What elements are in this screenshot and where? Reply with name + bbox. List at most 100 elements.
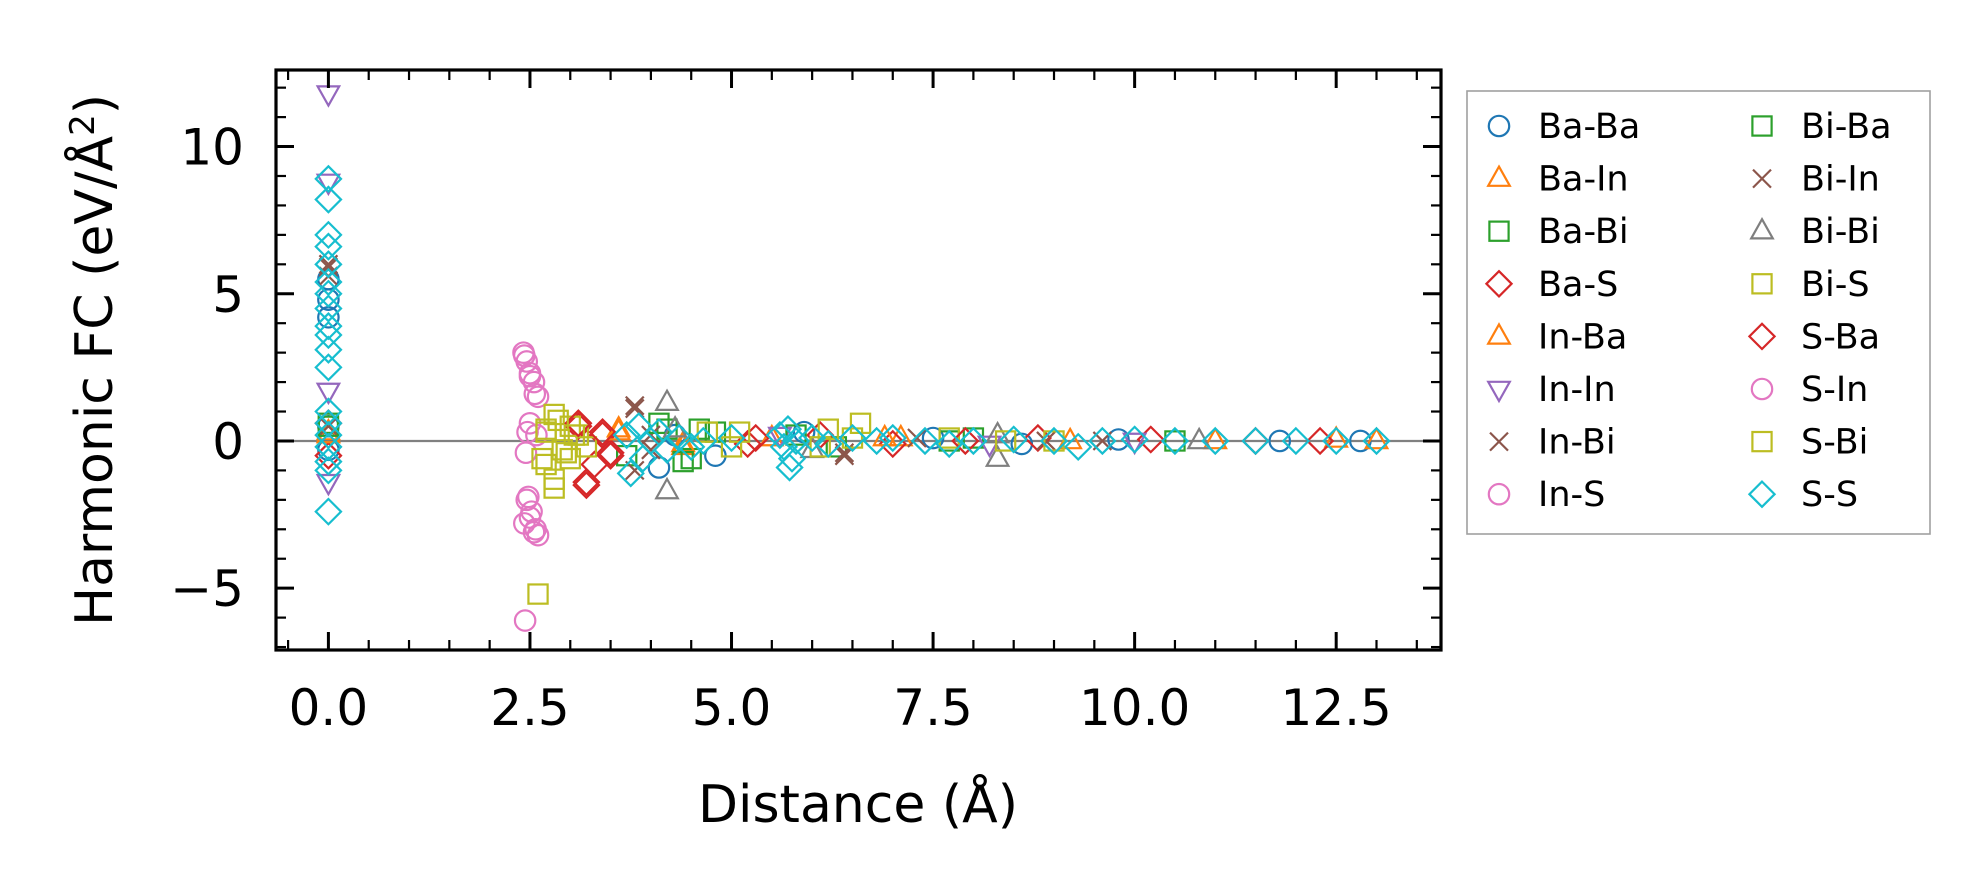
- data-point-bi-bi: [984, 420, 1011, 444]
- legend-label: In-S: [1538, 475, 1605, 515]
- data-point-s-s: [781, 426, 811, 456]
- data-point-bi-s: [938, 427, 960, 449]
- data-point-bi-ba: [688, 418, 710, 440]
- data-point-s-s: [314, 250, 343, 279]
- legend-label: Bi-S: [1801, 265, 1870, 305]
- legend-marker-bi-bi: [1749, 216, 1775, 240]
- data-point-in-ba: [1363, 426, 1390, 450]
- data-point-s-ba: [951, 426, 980, 456]
- data-point-in-s: [513, 609, 537, 632]
- data-point-s-s: [314, 335, 343, 364]
- data-point-in-bi: [624, 395, 645, 416]
- data-point-bi-bi: [654, 476, 680, 500]
- legend-marker-s-bi: [1751, 430, 1773, 453]
- data-point-ba-in: [1323, 425, 1349, 448]
- legend-marker-in-s: [1487, 482, 1511, 506]
- data-point-s-s: [797, 423, 827, 453]
- data-point-s-s: [765, 420, 795, 450]
- data-point-s-s: [1201, 426, 1230, 456]
- x-axis-label: Distance (Å): [698, 773, 1018, 835]
- legend-marker-in-bi: [1489, 431, 1509, 452]
- plot-area: [274, 68, 1443, 652]
- x-tick-label: 2.5: [490, 679, 570, 737]
- data-point-s-in: [515, 488, 539, 512]
- y-tick-label: −5: [170, 560, 244, 618]
- data-point-s-s: [999, 425, 1028, 454]
- x-tick-label: 10.0: [1079, 679, 1190, 737]
- data-point-bi-s: [535, 453, 557, 476]
- legend-frame: [1466, 90, 1931, 535]
- data-point-ba-s: [572, 470, 601, 500]
- data-point-s-s: [314, 220, 343, 250]
- data-point-s-s: [1088, 426, 1117, 456]
- data-point-s-s: [1362, 426, 1391, 456]
- data-point-ba-s: [878, 429, 907, 459]
- data-point-in-s: [526, 385, 550, 409]
- legend-label: Ba-In: [1538, 160, 1629, 200]
- legend-marker-s-ba: [1747, 322, 1777, 351]
- data-point-s-s: [1120, 425, 1149, 454]
- data-point-s-in: [513, 344, 536, 367]
- data-point-ba-bi: [680, 447, 702, 470]
- data-point-s-s: [314, 232, 343, 261]
- y-axis-label-suffix: ): [65, 94, 125, 114]
- legend-marker-bi-ba: [1751, 115, 1773, 137]
- data-point-s-s: [717, 423, 746, 453]
- y-tick-label: 10: [180, 119, 244, 177]
- data-point-ba-s: [733, 429, 762, 459]
- legend-label: Ba-Ba: [1538, 107, 1640, 147]
- data-point-ba-in: [888, 423, 914, 447]
- data-markers: [314, 85, 1391, 632]
- x-tick-label: 12.5: [1281, 679, 1392, 737]
- data-point-ba-in: [670, 432, 696, 456]
- data-point-s-ba: [564, 409, 593, 438]
- legend-marker-ba-s: [1484, 269, 1514, 298]
- legend-label: S-S: [1801, 475, 1858, 515]
- data-point-s-s: [959, 426, 988, 456]
- data-point-s-s: [689, 426, 718, 456]
- legend-label: Ba-S: [1538, 265, 1618, 305]
- legend-marker-bi-s: [1751, 273, 1773, 295]
- legend-label: S-Bi: [1801, 423, 1868, 463]
- legend-label: Ba-Bi: [1538, 212, 1629, 252]
- data-point-s-s: [314, 497, 343, 526]
- data-point-in-bi: [318, 416, 339, 437]
- data-point-s-bi: [563, 424, 586, 446]
- data-point-bi-bi: [984, 444, 1011, 467]
- data-point-in-bi: [641, 425, 661, 445]
- data-point-bi-in: [1036, 431, 1056, 451]
- data-point-s-s: [878, 423, 907, 453]
- plot-background: [276, 70, 1441, 650]
- data-point-s-s: [773, 415, 803, 444]
- legend-marker-in-in: [1486, 380, 1512, 404]
- data-point-in-in: [1121, 432, 1148, 456]
- data-point-s-s: [1241, 426, 1270, 456]
- data-point-s-s: [1064, 432, 1093, 462]
- data-point-s-s: [612, 420, 641, 450]
- data-point-s-s: [314, 311, 343, 341]
- data-point-s-in: [518, 364, 542, 388]
- legend-marker-bi-in: [1752, 168, 1772, 189]
- data-point-s-s: [838, 423, 867, 453]
- data-point-bi-s: [809, 436, 831, 458]
- data-point-s-bi: [547, 409, 569, 432]
- legend-label: Bi-Ba: [1801, 107, 1892, 147]
- plot-frame: [274, 68, 1443, 652]
- x-tick-label: 5.0: [692, 679, 772, 737]
- y-tick-label: 0: [212, 413, 244, 471]
- data-point-bi-in: [318, 257, 339, 278]
- legend-marker-s-in: [1750, 377, 1774, 401]
- data-point-s-s: [636, 426, 666, 456]
- legend-label: In-Bi: [1538, 423, 1616, 463]
- data-point-ba-s: [564, 412, 593, 441]
- data-point-bi-s: [559, 447, 581, 470]
- data-point-s-s: [314, 397, 343, 426]
- data-point-s-bi: [817, 418, 839, 440]
- data-point-s-s: [314, 456, 343, 485]
- data-point-bi-bi: [654, 388, 680, 411]
- data-point-s-s: [910, 426, 940, 456]
- legend: Ba-Ba Ba-In Ba-Bi Ba-S In-Ba In-In In-Bi In-S Bi…: [1466, 90, 1931, 535]
- data-point-s-s: [314, 164, 343, 194]
- legend-label: Bi-Bi: [1801, 212, 1880, 252]
- legend-marker-ba-bi: [1488, 220, 1510, 242]
